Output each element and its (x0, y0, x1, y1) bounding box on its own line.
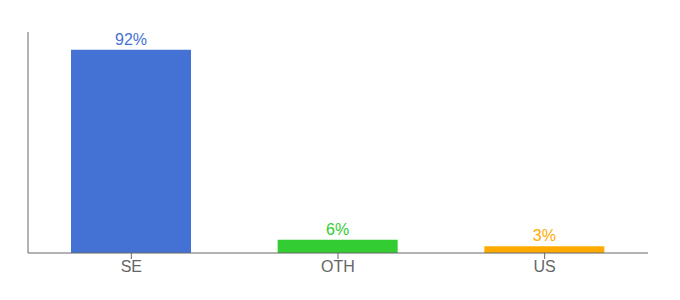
svg-text:92%: 92% (115, 31, 147, 48)
svg-text:SE: SE (121, 258, 142, 275)
svg-text:OTH: OTH (321, 258, 355, 275)
svg-text:6%: 6% (326, 221, 349, 238)
svg-text:US: US (534, 258, 556, 275)
svg-text:3%: 3% (533, 227, 556, 244)
